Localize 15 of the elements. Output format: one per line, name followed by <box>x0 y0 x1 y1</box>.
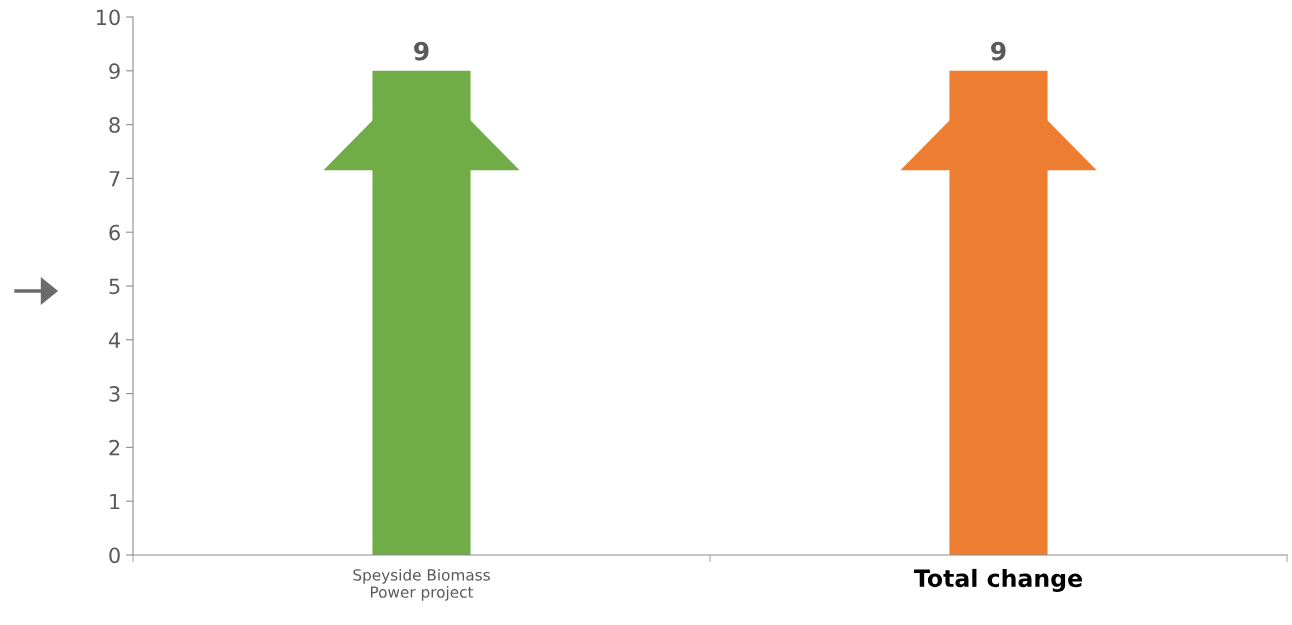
y-tick-label: 4 <box>108 332 121 348</box>
y-tick-label: 0 <box>109 547 120 564</box>
x-tick-label: Total change <box>914 568 1082 592</box>
y-tick-label: 9 <box>109 63 120 80</box>
data-label: 9 <box>414 41 429 61</box>
y-tick-label: 10 <box>96 9 120 26</box>
y-tick-label: 8 <box>109 117 120 133</box>
y-tick-label: 5 <box>109 278 120 295</box>
data-label: 9 <box>991 41 1006 61</box>
y-tick-label: 6 <box>109 224 120 241</box>
y-tick-label: 2 <box>109 439 120 456</box>
y-tick-label: 3 <box>109 386 120 402</box>
x-tick-label: Speyside Biomass Power project <box>353 568 490 601</box>
y-tick-label: 7 <box>109 171 120 187</box>
y-tick-label: 1 <box>110 493 120 510</box>
